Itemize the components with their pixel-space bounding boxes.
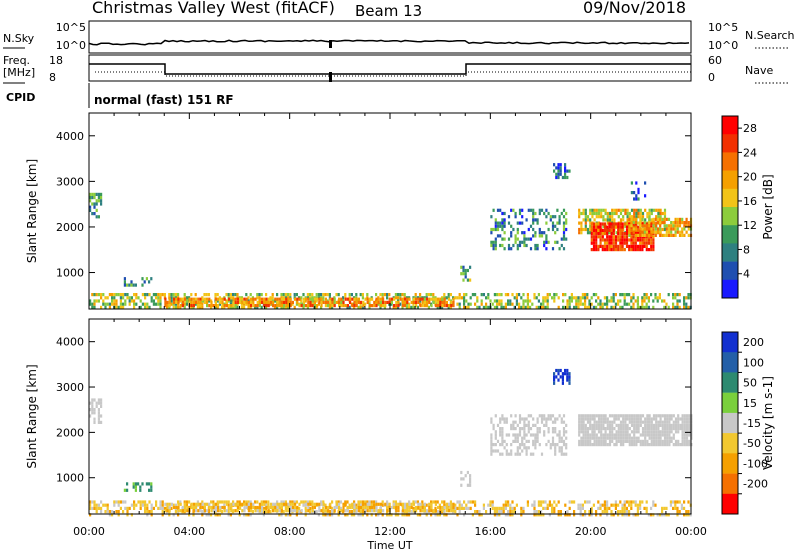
velocity-panel-colorbar-seg-6 [722,453,738,474]
velocity-panel-y-tick-1: 2000 [56,426,84,439]
power-panel-colorbar: 4 8 12 16 20 24 28 Power [dB] [721,115,775,299]
power-panel-colorbar-seg-6 [722,225,738,244]
power-panel-colorbar-label: Power [dB] [761,174,775,239]
velocity-panel-region-5 [490,414,568,456]
velocity-panel-region-4 [460,470,472,487]
velocity-panel-colorbar-seg-4 [722,412,738,434]
power-panel-y-tick-0: 1000 [56,267,84,280]
velocity-panel-colorbar-seg-1 [722,352,738,373]
velocity-colorbar-tick-1: 100 [743,356,764,369]
power-panel-region-4 [460,265,472,282]
power-panel-region-10 [630,181,647,201]
x-tick-label-1: 04:00 [173,525,205,538]
velocity-panel-y-tick-0: 1000 [56,472,84,485]
velocity-panel-y-tick-3: 4000 [56,336,84,349]
velocity-panel-cells [89,368,693,517]
power-panel-colorbar-seg-4 [722,188,738,208]
power-panel-region-3 [123,277,153,287]
power-colorbar-tick-2: 12 [743,219,757,232]
velocity-colorbar-tick-2: 50 [743,377,757,390]
power-panel-colorbar-seg-5 [722,207,738,226]
velocity-panel-y-tick-2: 3000 [56,381,84,394]
power-panel-y-tick-2: 3000 [56,175,84,188]
power-colorbar-tick-1: 8 [743,243,750,256]
x-tick-label-2: 08:00 [274,525,306,538]
cpid-label: CPID [6,91,35,104]
velocity-panel-colorbar-seg-2 [722,372,738,393]
nave-label: Nave [745,64,773,77]
freq-tick-top: 18 [49,54,63,67]
power-panel-colorbar-seg-0 [722,116,738,135]
power-panel-cells [89,163,693,309]
velocity-panel-region-7 [553,368,571,385]
power-colorbar-tick-4: 20 [743,171,757,184]
x-tick-label-5: 20:00 [575,525,607,538]
freq-strip: Freq. [MHz] 18 8 60 0 Nave [3,54,788,84]
power-panel-region-9 [553,163,571,180]
nsky-label: N.Sky [3,32,35,45]
power-panel-colorbar-seg-9 [722,279,738,299]
noise-strip: N.Sky 10^5 10^0 10^5 10^0 N.Search [3,20,795,54]
power-panel-y-tick-3: 4000 [56,130,84,143]
velocity-panel-colorbar-seg-8 [722,493,738,515]
nave-tick-top: 60 [708,54,722,67]
freq-unit-label: [MHz] [3,66,35,79]
x-tick-label-0: 00:00 [73,525,105,538]
power-panel-colorbar-seg-8 [722,261,738,281]
noise-tick-bottom-right: 10^0 [708,39,738,52]
nave-tick-bottom: 0 [708,71,715,84]
date-label: 09/Nov/2018 [583,0,686,17]
velocity-panel: 00:00 04:00 08:00 12:00 16:00 20:00 00:00 1000 2… [25,318,775,552]
beam-label: Beam 13 [355,2,422,20]
velocity-panel-region-1 [164,502,455,513]
x-tick-label-6: 00:00 [675,525,707,538]
power-colorbar-tick-0: 4 [743,268,750,281]
cpid-program: normal (fast) 151 RF [94,93,234,107]
velocity-colorbar-tick-3: 15 [743,397,757,410]
freq-tick-bottom: 8 [49,71,56,84]
power-colorbar-tick-6: 28 [743,122,757,135]
power-colorbar-tick-3: 16 [743,195,757,208]
power-panel-colorbar-seg-7 [722,243,738,262]
power-panel: 1000 2000 3000 4000 Slant Range [km] 4 8 12 16 20… [25,112,775,310]
power-panel-region-1 [164,297,455,308]
nsearch-label: N.Search [745,29,795,42]
velocity-colorbar-tick-0: 200 [743,336,764,349]
nsky-trace [88,39,690,46]
x-axis-label: Time UT [366,539,412,552]
noise-tick-top-right: 10^5 [708,21,738,34]
power-panel-colorbar-seg-3 [722,170,738,190]
power-panel-colorbar-seg-1 [722,134,738,153]
freq-gap-marker [329,72,332,82]
velocity-panel-colorbar-label: Velocity [m s-1] [761,376,775,470]
power-panel-region-5 [490,208,568,251]
x-tick-label-3: 12:00 [374,525,406,538]
x-tick-label-4: 16:00 [474,525,506,538]
freq-trace [89,63,691,75]
velocity-panel-colorbar-seg-0 [722,332,738,353]
velocity-panel-colorbar-seg-3 [722,392,738,414]
velocity-colorbar-tick-7: -200 [743,478,768,491]
power-panel-region-2 [89,192,103,219]
velocity-colorbar-tick-6: -100 [743,457,768,470]
velocity-panel-colorbar-seg-7 [722,473,738,495]
noise-tick-bottom-left: 10^0 [56,39,86,52]
power-colorbar-tick-5: 24 [743,146,757,159]
velocity-panel-ylabel: Slant Range [km] [25,364,39,468]
power-panel-colorbar-seg-2 [722,152,738,171]
velocity-panel-region-3 [123,482,153,492]
power-panel-y-tick-1: 2000 [56,221,84,234]
velocity-panel-region-6 [578,414,693,447]
power-panel-ylabel: Slant Range [km] [25,159,39,263]
freq-label: Freq. [3,54,30,67]
velocity-panel-colorbar-seg-5 [722,433,738,454]
velocity-panel-region-2 [89,398,103,424]
noise-tick-top-left: 10^5 [56,21,86,34]
velocity-panel-colorbar: 200 100 50 15 -15 -50 -100 -200 Velocity [m s-1] [721,331,775,515]
velocity-colorbar-tick-5: -50 [743,437,761,450]
velocity-colorbar-tick-4: -15 [743,417,761,430]
noise-gap-marker [329,40,332,48]
station-title: Christmas Valley West (fitACF) [92,0,335,17]
